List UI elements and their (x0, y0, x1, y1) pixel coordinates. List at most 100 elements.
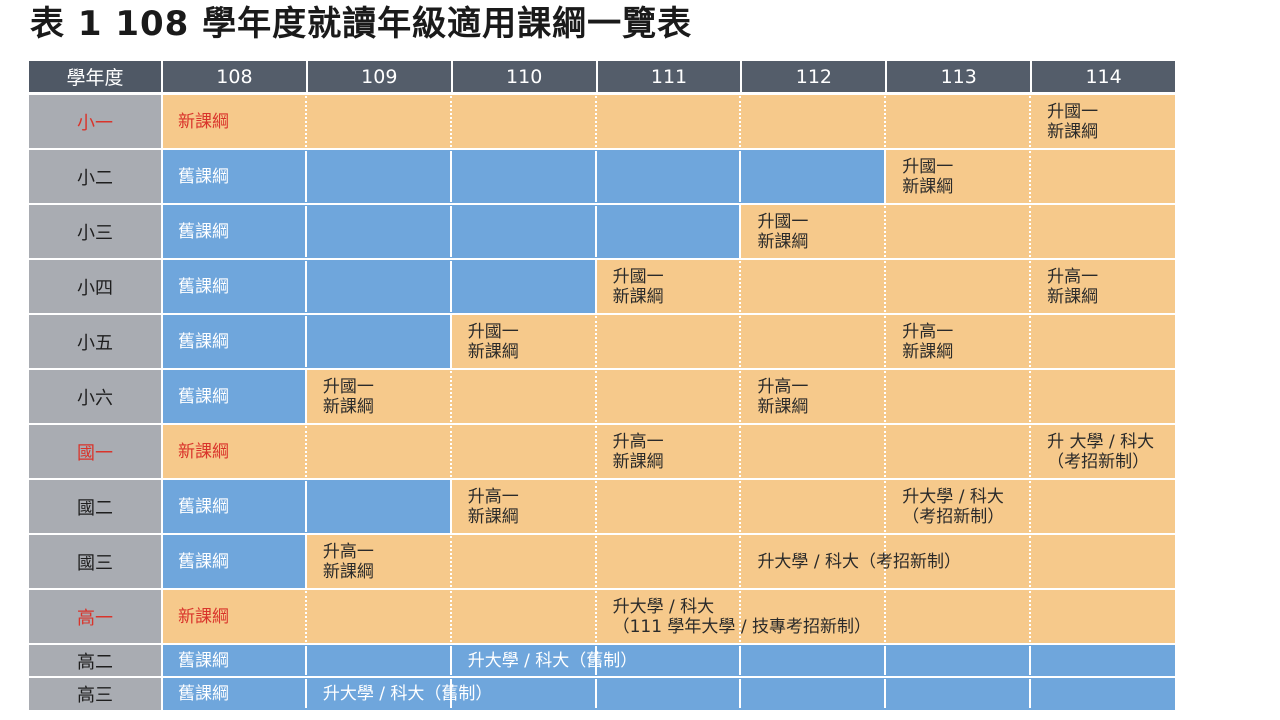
label-line: 舊課綱 (178, 221, 229, 242)
cell-label: 升大學 / 科大（考招新制） (902, 487, 1004, 527)
cell-label: 舊課綱 (178, 332, 229, 352)
year-divider (739, 591, 742, 642)
cell-label: 升國一 新課綱 (468, 322, 519, 362)
label-line: 舊課綱 (178, 386, 229, 407)
header-year-111: 111 (597, 61, 741, 92)
year-divider (1029, 426, 1032, 477)
year-divider (884, 679, 887, 708)
label-line: 升高一 (1047, 266, 1099, 287)
cell-label: 舊課綱 (178, 222, 229, 242)
old-curriculum-segment (161, 149, 886, 204)
year-divider (304, 646, 307, 675)
label-line: 新課綱 (467, 341, 519, 362)
grade-cell: 小四 (29, 259, 161, 314)
segment-boundary (449, 314, 452, 369)
year-divider (594, 206, 597, 257)
label-line: 升大學 / 科大（舊制） (467, 650, 638, 671)
label-line: 升高一 (322, 541, 374, 562)
grade-cell: 小三 (29, 204, 161, 259)
label-line: 升高一 (467, 486, 519, 507)
year-divider (594, 481, 597, 532)
cell-label: 升國一 新課綱 (902, 157, 953, 197)
label-line: 升大學 / 科大 (902, 486, 1004, 507)
label-line: 舊課綱 (178, 166, 229, 187)
year-divider (594, 316, 597, 367)
label-line: 新課綱 (1047, 121, 1099, 142)
grade-divider (161, 589, 163, 644)
label-line: 新課綱 (1047, 286, 1099, 307)
year-divider (449, 261, 452, 312)
year-divider (594, 536, 597, 587)
label-line: 舊課綱 (178, 551, 229, 572)
year-divider (304, 679, 307, 708)
new-curriculum-segment (740, 204, 1176, 259)
year-divider (1029, 261, 1032, 312)
old-curriculum-segment (161, 677, 1176, 710)
label-line: 新課綱 (757, 231, 809, 252)
year-divider (594, 96, 597, 147)
cell-label: 升高一 新課綱 (613, 432, 664, 472)
year-divider (884, 96, 887, 147)
year-divider (449, 426, 452, 477)
cell-label: 新課綱 (178, 112, 229, 132)
label-line: （考招新制） (902, 506, 1005, 527)
year-divider (449, 591, 452, 642)
label-line: 新課綱 (902, 341, 954, 362)
grade-cell: 小一 (29, 94, 161, 149)
year-divider (594, 679, 597, 708)
label-line: 升高一 (902, 321, 954, 342)
grade-cell: 國一 (29, 424, 161, 479)
year-divider (449, 536, 452, 587)
grade-divider (161, 424, 163, 479)
header-year-108: 108 (163, 61, 306, 92)
cell-label: 舊課綱 (178, 497, 229, 517)
cell-label: 升國一 新課綱 (1047, 102, 1098, 142)
grade-divider (161, 314, 163, 369)
year-divider (884, 371, 887, 422)
label-line: （考招新制） (1047, 451, 1150, 472)
label-line: 舊課綱 (178, 683, 229, 704)
label-line: 新課綱 (612, 286, 664, 307)
year-divider (304, 481, 307, 532)
year-divider (739, 426, 742, 477)
segment-boundary (884, 149, 887, 204)
cell-label: 舊課綱 (178, 552, 229, 572)
cell-label: 升高一 新課綱 (757, 377, 808, 417)
row-separator (29, 203, 1265, 205)
label-line: 升國一 (322, 376, 374, 397)
old-curriculum-segment (161, 369, 306, 424)
cell-label: 升大學 / 科大（考招新制） (757, 552, 961, 572)
label-line: 升大學 / 科大（考招新制） (757, 551, 961, 572)
old-curriculum-segment (161, 644, 1176, 677)
new-curriculum-segment (450, 479, 1176, 534)
label-line: 升國一 (612, 266, 664, 287)
year-divider (739, 536, 742, 587)
cell-label: 升高一 新課綱 (323, 542, 374, 582)
year-divider (739, 261, 742, 312)
cell-label: 升國一 新課綱 (757, 212, 808, 252)
cell-label: 升高一 新課綱 (902, 322, 953, 362)
label-line: 新課綱 (902, 176, 954, 197)
header-year-114: 114 (1032, 61, 1176, 92)
cell-label: 升大學 / 科大（舊制） (323, 684, 493, 704)
year-divider (739, 316, 742, 367)
row-separator (29, 478, 1265, 480)
label-line: （111 學年大學 / 技專考招新制） (612, 616, 871, 637)
grade-divider (161, 534, 163, 589)
row-separator (29, 643, 1265, 645)
year-divider (884, 206, 887, 257)
year-divider (739, 481, 742, 532)
year-divider (594, 371, 597, 422)
grade-divider (161, 259, 163, 314)
year-divider (884, 591, 887, 642)
grade-divider (161, 369, 163, 424)
new-curriculum-segment (450, 314, 1176, 369)
cell-label: 升大學 / 科大 （111 學年大學 / 技專考招新制） (613, 597, 871, 637)
segment-boundary (739, 204, 742, 259)
year-divider (739, 371, 742, 422)
grade-divider (161, 644, 163, 677)
label-line: 升國一 (902, 156, 954, 177)
grade-cell: 小二 (29, 149, 161, 204)
year-divider (739, 646, 742, 675)
year-divider (1029, 536, 1032, 587)
